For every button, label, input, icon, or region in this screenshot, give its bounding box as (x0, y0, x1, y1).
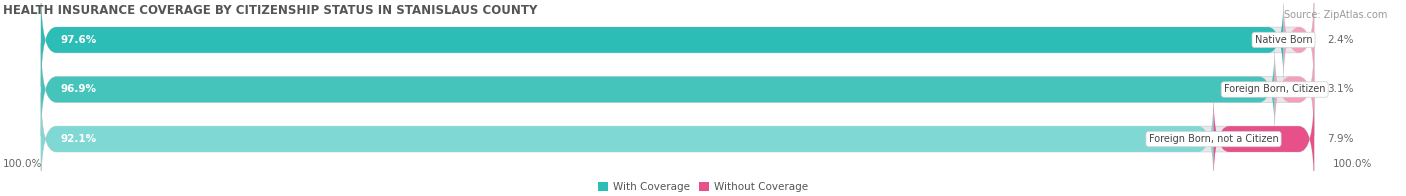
Text: 96.9%: 96.9% (60, 84, 96, 94)
Text: 100.0%: 100.0% (1333, 159, 1372, 169)
FancyBboxPatch shape (1275, 43, 1315, 136)
FancyBboxPatch shape (1213, 93, 1315, 186)
FancyBboxPatch shape (41, 0, 1315, 86)
FancyBboxPatch shape (41, 93, 1213, 186)
Text: 2.4%: 2.4% (1327, 35, 1354, 45)
FancyBboxPatch shape (41, 43, 1275, 136)
Text: 3.1%: 3.1% (1327, 84, 1354, 94)
Text: HEALTH INSURANCE COVERAGE BY CITIZENSHIP STATUS IN STANISLAUS COUNTY: HEALTH INSURANCE COVERAGE BY CITIZENSHIP… (3, 4, 537, 17)
Legend: With Coverage, Without Coverage: With Coverage, Without Coverage (593, 178, 813, 196)
Text: Foreign Born, not a Citizen: Foreign Born, not a Citizen (1149, 134, 1278, 144)
Text: 92.1%: 92.1% (60, 134, 96, 144)
Text: 97.6%: 97.6% (60, 35, 97, 45)
Text: Foreign Born, Citizen: Foreign Born, Citizen (1223, 84, 1326, 94)
Text: Native Born: Native Born (1254, 35, 1312, 45)
Text: Source: ZipAtlas.com: Source: ZipAtlas.com (1284, 10, 1388, 20)
FancyBboxPatch shape (41, 93, 1315, 186)
FancyBboxPatch shape (41, 0, 1284, 86)
Text: 7.9%: 7.9% (1327, 134, 1354, 144)
FancyBboxPatch shape (1284, 0, 1315, 86)
FancyBboxPatch shape (41, 43, 1315, 136)
Text: 100.0%: 100.0% (3, 159, 42, 169)
